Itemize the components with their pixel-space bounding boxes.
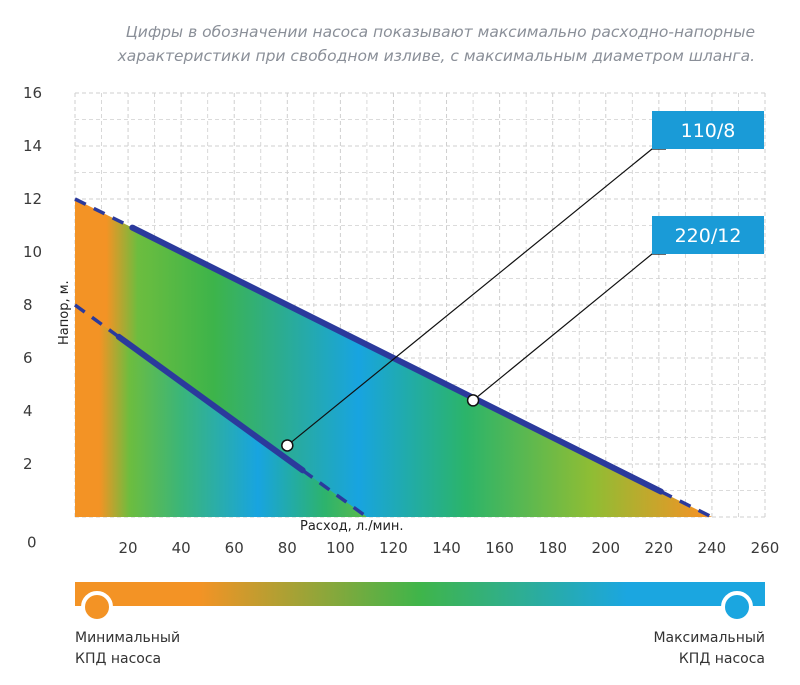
- y-tick-label: 8: [23, 296, 33, 314]
- legend-max-line-1: Максимальный: [653, 630, 765, 646]
- x-tick-label: 180: [538, 539, 567, 557]
- y-tick-label: 6: [23, 349, 33, 367]
- curve-110-8-dashed-end: [301, 468, 368, 519]
- x-tick-label: 80: [278, 539, 297, 557]
- y-tick-label: 12: [23, 190, 42, 208]
- x-tick-label: 60: [225, 539, 244, 557]
- marked-point: [466, 394, 480, 407]
- legend-min-line-1: Минимальный: [75, 630, 181, 646]
- callout-box-110-8: [652, 111, 764, 149]
- curve-220-12-dashed-end: [660, 489, 713, 519]
- callouts: 110/8 220/12: [281, 111, 764, 452]
- chart-note: Цифры в обозначении насоса показывают ма…: [40, 20, 755, 68]
- x-tick-label: 0: [27, 534, 37, 552]
- efficiency-legend-bar: [75, 582, 765, 623]
- legend-gradient-bar: [75, 582, 765, 606]
- y-tick-label: 16: [23, 84, 42, 102]
- callout-label: 220/12: [675, 225, 742, 247]
- y-tick-label: 4: [23, 402, 33, 420]
- legend-min-label: Минимальный КПД насоса: [75, 628, 180, 670]
- y-tick-label: 10: [23, 243, 42, 261]
- callout-label: 110/8: [681, 120, 736, 142]
- legend-min-line-2: КПД насоса: [75, 651, 162, 667]
- legend-max-label: Максимальный КПД насоса: [653, 628, 765, 670]
- y-tick-label: 14: [23, 137, 42, 155]
- x-tick-label: 20: [119, 539, 138, 557]
- y-axis-label: Напор, м.: [57, 280, 72, 345]
- note-line-2: характеристики при свободном изливе, с м…: [117, 47, 755, 65]
- x-tick-label: 240: [698, 539, 727, 557]
- marked-point: [281, 439, 294, 452]
- x-tick-label: 120: [379, 539, 408, 557]
- curve-220-12-dashed-start: [74, 197, 134, 230]
- curves: [73, 197, 713, 519]
- legend-min-marker: [81, 591, 113, 623]
- legend-max-line-2: КПД насоса: [678, 651, 765, 667]
- x-tick-label: 220: [645, 539, 674, 557]
- callout-box-220-12: [652, 216, 764, 254]
- curve-110-8-dashed-start: [73, 303, 120, 339]
- x-axis-label: Расход, л./мин.: [300, 519, 404, 534]
- x-tick-label: 40: [172, 539, 191, 557]
- y-tick-label: 2: [23, 455, 33, 473]
- x-tick-label: 260: [751, 539, 780, 557]
- x-tick-label: 140: [432, 539, 461, 557]
- x-tick-label: 100: [326, 539, 355, 557]
- legend-max-marker: [721, 591, 753, 623]
- note-line-1: Цифры в обозначении насоса показывают ма…: [125, 23, 755, 41]
- curve-110-8-solid: [115, 333, 306, 474]
- x-tick-label: 160: [485, 539, 514, 557]
- curve-220-12-solid: [129, 224, 664, 495]
- x-tick-label: 200: [591, 539, 620, 557]
